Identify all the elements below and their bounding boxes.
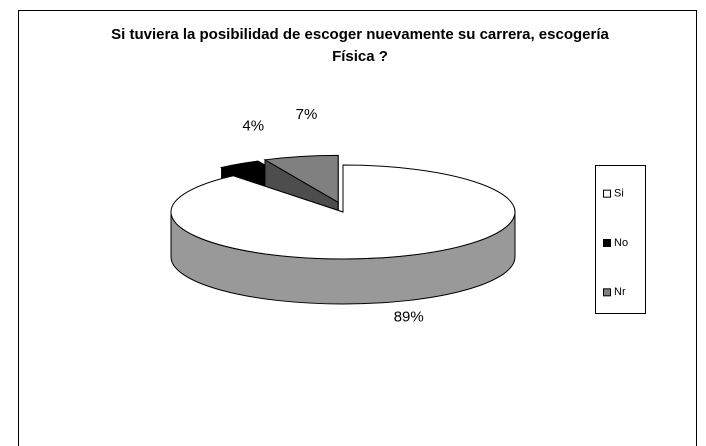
- legend-label: Nr: [614, 286, 626, 298]
- legend-swatch: [603, 288, 611, 297]
- chart-title: Si tuviera la posibilidad de escoger nue…: [111, 26, 609, 65]
- legend-swatch: [603, 189, 611, 198]
- slice: [263, 154, 339, 204]
- data-label: 7%: [296, 106, 318, 123]
- legend-label: Si: [614, 188, 624, 200]
- chart-border: [18, 10, 697, 446]
- data-label: 4%: [242, 118, 264, 135]
- legend-swatch: [603, 239, 611, 247]
- legend-label: No: [614, 237, 628, 249]
- slice: [170, 164, 516, 260]
- data-label: 89%: [394, 308, 424, 325]
- slice-group: [170, 164, 516, 305]
